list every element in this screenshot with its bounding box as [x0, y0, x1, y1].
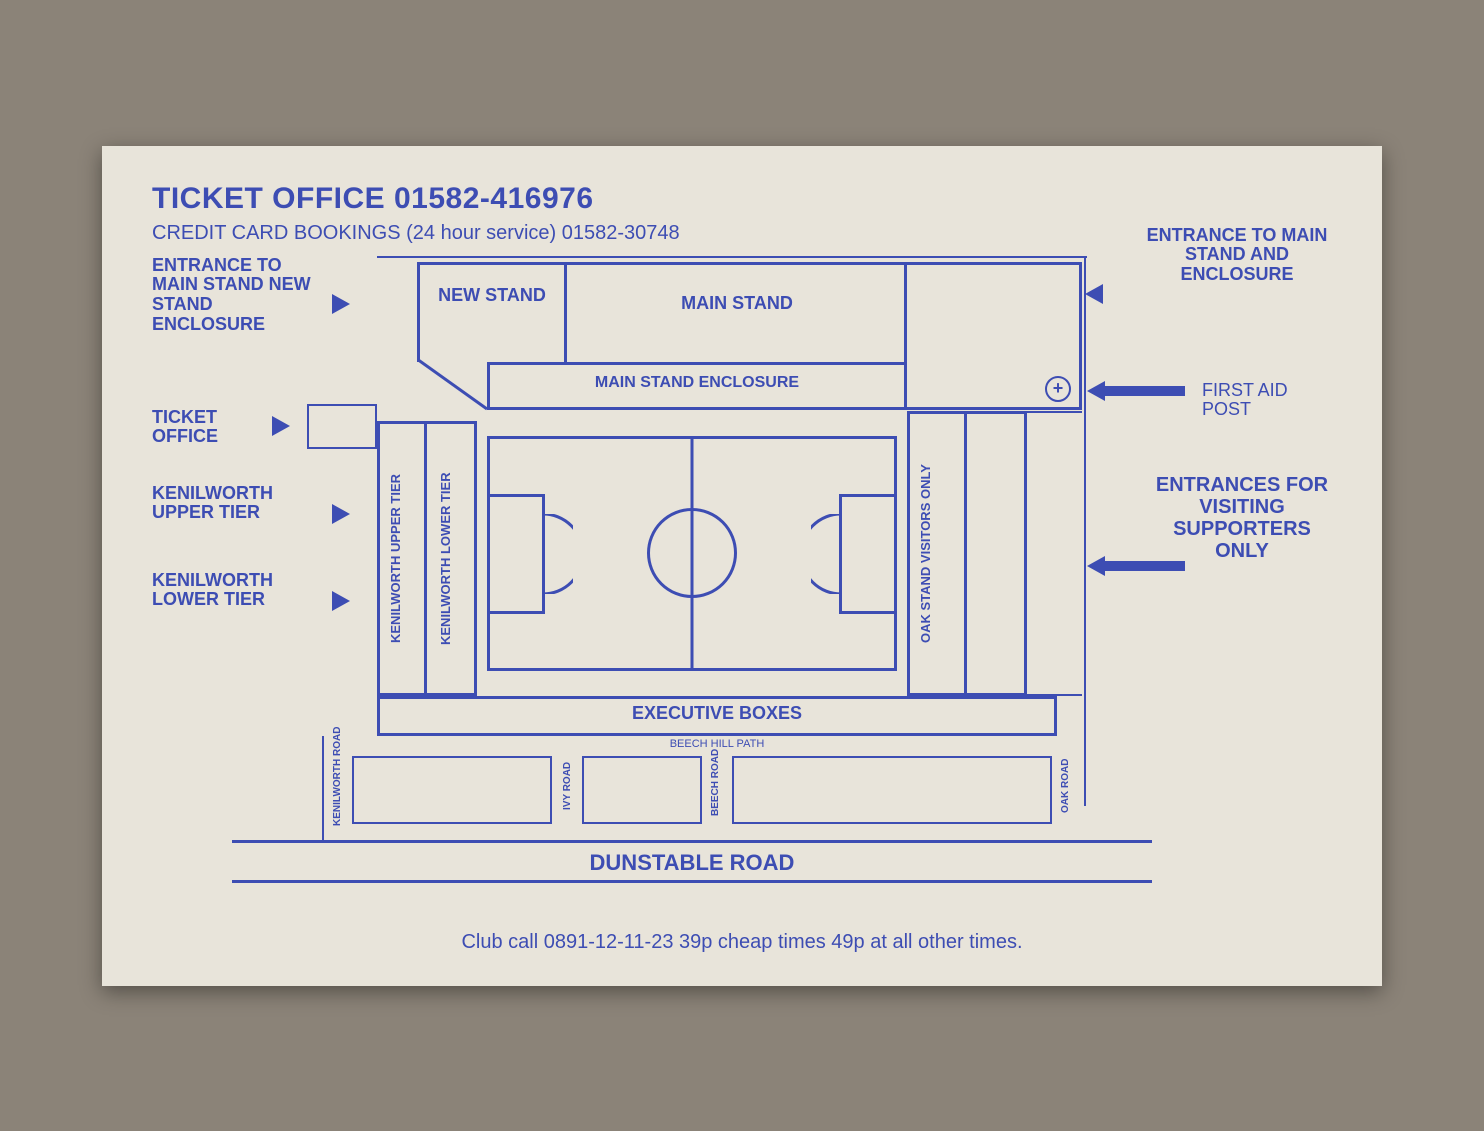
enclosure-label: MAIN STAND ENCLOSURE	[487, 374, 907, 392]
road-line-top	[232, 840, 1152, 843]
dunstable-road-label: DUNSTABLE ROAD	[232, 851, 1152, 875]
executive-boxes-label: EXECUTIVE BOXES	[377, 704, 1057, 724]
label-entrance-main-new: ENTRANCE TO MAIN STAND NEW STAND ENCLOSU…	[152, 256, 322, 335]
ticket-paper: TICKET OFFICE 01582-416976 CREDIT CARD B…	[102, 146, 1382, 986]
label-first-aid: FIRST AID POST	[1202, 381, 1332, 421]
arrow-entrance-main-enc	[1085, 284, 1103, 304]
oak-ext-box	[967, 411, 1027, 696]
right-top-block	[907, 262, 1082, 410]
pitch-center-circle	[647, 508, 737, 598]
outer-top-line	[377, 256, 1087, 258]
arrow-visiting	[1087, 556, 1185, 576]
label-visiting: ENTRANCES FOR VISITING SUPPORTERS ONLY	[1152, 474, 1332, 562]
road-block-1	[352, 756, 552, 824]
arrow-entrance-main-new	[332, 294, 350, 314]
arrow-ticket-office	[272, 416, 290, 436]
kenilworth-lower-vlabel: KENILWORTH LOWER TIER	[438, 451, 453, 666]
ticket-office-box	[307, 404, 377, 449]
label-kenilworth-lower: KENILWORTH LOWER TIER	[152, 571, 312, 611]
outer-right-line	[1084, 256, 1086, 806]
arrow-kenilworth-lower	[332, 591, 350, 611]
pitch-left-box	[490, 494, 545, 614]
road-block-2	[582, 756, 702, 824]
header-title: TICKET OFFICE 01582-416976	[152, 182, 1332, 216]
beech-hill-path-label: BEECH HILL PATH	[582, 738, 852, 750]
oak-road-label: OAK ROAD	[1060, 756, 1071, 816]
kenilworth-upper-vlabel: KENILWORTH UPPER TIER	[388, 451, 403, 666]
arrow-kenilworth-upper	[332, 504, 350, 524]
stadium-diagram: ENTRANCE TO MAIN STAND NEW STAND ENCLOSU…	[152, 256, 1332, 906]
main-stand-label: MAIN STAND	[567, 294, 907, 314]
angled-connector	[417, 359, 489, 412]
oak-stand-box	[907, 411, 967, 696]
oak-stand-vlabel: OAK STAND VISITORS ONLY	[918, 446, 933, 661]
arrow-first-aid	[1087, 381, 1185, 401]
road-block-3	[732, 756, 1052, 824]
new-stand-box	[417, 262, 567, 362]
label-kenilworth-upper: KENILWORTH UPPER TIER	[152, 484, 312, 524]
oak-ext2-box	[1027, 411, 1082, 696]
pitch-right-box	[839, 494, 894, 614]
ivy-road-label: IVY ROAD	[562, 756, 573, 816]
pitch-right-arc	[811, 514, 841, 594]
kenilworth-road-label: KENILWORTH ROAD	[332, 746, 343, 826]
label-entrance-main-enc: ENTRANCE TO MAIN STAND AND ENCLOSURE	[1142, 226, 1332, 285]
beech-road-label: BEECH ROAD	[710, 756, 721, 816]
road-line-bottom	[232, 880, 1152, 883]
kenilworth-road-line	[322, 736, 324, 841]
footer-line: Club call 0891-12-11-23 39p cheap times …	[102, 931, 1382, 954]
new-stand-label: NEW STAND	[417, 286, 567, 306]
pitch	[487, 436, 897, 671]
pitch-left-arc	[543, 514, 573, 594]
label-ticket-office: TICKET OFFICE	[152, 408, 262, 448]
